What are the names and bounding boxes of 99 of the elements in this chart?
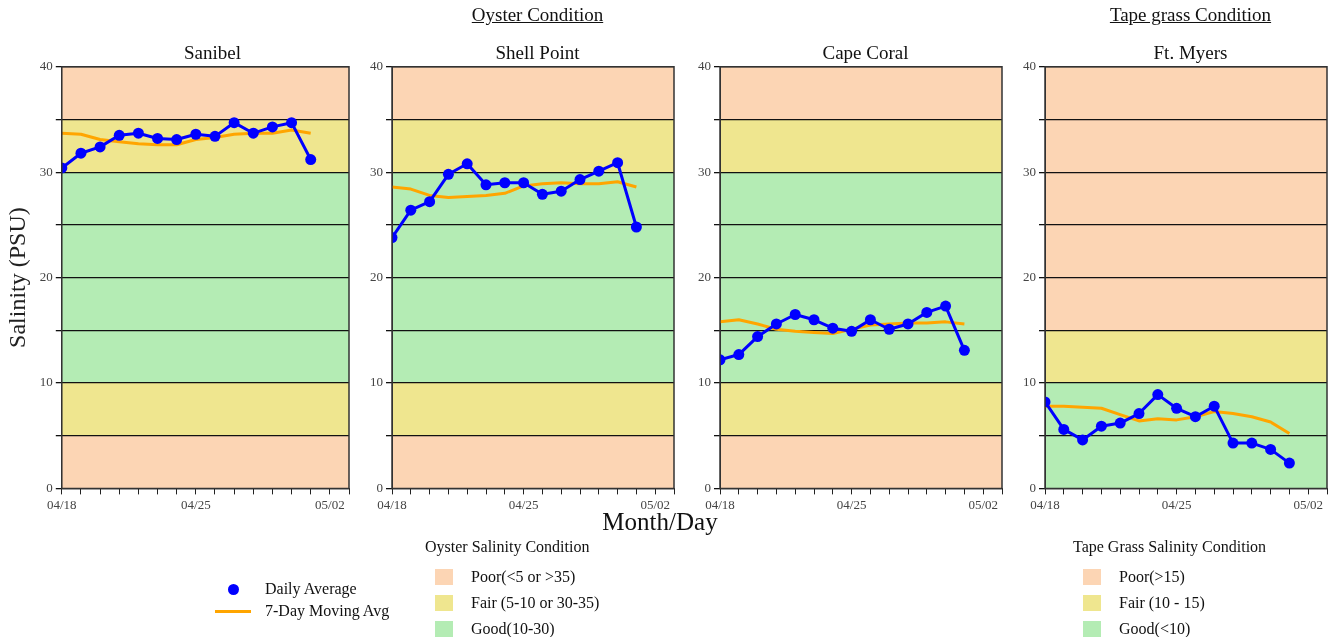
point — [1114, 417, 1126, 429]
point — [630, 221, 642, 233]
point — [1077, 434, 1089, 446]
y-tick-label: 30 — [698, 163, 711, 179]
point — [228, 117, 240, 129]
point — [1208, 400, 1220, 412]
point — [536, 188, 548, 200]
x-tick-label: 04/25 — [836, 496, 867, 512]
x-tick-label: 04/18 — [46, 496, 77, 512]
point — [461, 158, 473, 170]
point — [770, 318, 782, 330]
point — [574, 174, 586, 186]
point — [190, 128, 202, 140]
y-tick-label: 20 — [1023, 269, 1036, 285]
point — [612, 157, 624, 169]
point — [593, 165, 605, 177]
y-tick-label: 0 — [1029, 479, 1036, 495]
x-tick-label: 05/02 — [1293, 496, 1324, 512]
point — [75, 147, 87, 159]
x-tick-label: 04/18 — [377, 496, 407, 512]
y-tick-label: 30 — [370, 163, 383, 179]
point — [1058, 423, 1070, 435]
chart-subtitle: Sanibel — [183, 42, 242, 64]
y-tick-label: 20 — [698, 269, 711, 285]
point — [789, 308, 801, 320]
chart-title: Tape grass Condition — [1108, 4, 1273, 26]
y-tick-label: 20 — [370, 269, 383, 285]
chart-subtitle: Cape Coral — [821, 42, 910, 64]
point — [247, 127, 259, 139]
legend-label: Fair (10 - 15) — [1119, 594, 1205, 612]
y-tick-label: 40 — [370, 58, 383, 74]
point — [864, 314, 876, 326]
point — [808, 314, 820, 326]
legend-title: Oyster Salinity Condition — [425, 538, 591, 556]
legend-label: Good(10-30) — [471, 620, 555, 637]
point — [1189, 411, 1201, 423]
point — [1152, 389, 1164, 401]
point — [827, 322, 839, 334]
point — [305, 154, 317, 166]
point — [733, 349, 745, 361]
y-tick-label: 10 — [698, 374, 711, 390]
point — [499, 177, 511, 189]
point — [171, 134, 183, 146]
point — [940, 300, 952, 312]
point — [405, 204, 417, 216]
point — [883, 323, 895, 335]
legend-label: Fair (5-10 or 30-35) — [471, 594, 600, 612]
y-tick-label: 0 — [46, 479, 53, 495]
point — [94, 141, 106, 153]
y-tick-label: 40 — [698, 58, 711, 74]
point — [1227, 437, 1239, 449]
y-axis-title: Salinity (PSU) — [3, 207, 30, 348]
point — [1246, 437, 1258, 449]
y-tick-label: 0 — [376, 479, 383, 495]
y-tick-label: 10 — [39, 374, 53, 390]
point — [424, 196, 436, 208]
point — [846, 325, 858, 337]
point — [132, 127, 144, 139]
point — [266, 121, 278, 133]
legend-label: Poor(>15) — [1119, 568, 1185, 586]
legend-title: Tape Grass Salinity Condition — [1073, 538, 1267, 556]
point — [518, 177, 530, 189]
point — [902, 318, 914, 330]
x-tick-label: 04/25 — [508, 496, 539, 512]
y-tick-label: 0 — [704, 479, 711, 495]
point — [1283, 457, 1295, 469]
y-tick-label: 10 — [370, 374, 383, 390]
point — [442, 168, 454, 180]
legend-label: Poor(<5 or >35) — [471, 568, 576, 586]
point — [1095, 420, 1107, 432]
point — [113, 129, 125, 141]
legend-label: Good(<10) — [1119, 620, 1191, 637]
y-tick-label: 10 — [1023, 374, 1036, 390]
point — [286, 117, 298, 129]
chart-subtitle: Shell Point — [494, 42, 581, 64]
point — [209, 130, 221, 142]
x-tick-label: 05/02 — [968, 496, 999, 512]
x-tick-label: 05/02 — [315, 496, 345, 512]
point — [152, 132, 164, 144]
y-tick-label: 20 — [39, 269, 53, 285]
x-tick-label: 04/18 — [1030, 496, 1060, 512]
x-tick-label: 04/25 — [181, 496, 211, 512]
y-tick-label: 40 — [39, 58, 53, 74]
x-tick-label: 04/25 — [1161, 496, 1192, 512]
point — [752, 331, 764, 343]
y-tick-label: 30 — [1023, 163, 1036, 179]
y-tick-label: 30 — [39, 163, 53, 179]
chart-title: Oyster Condition — [470, 4, 605, 26]
point — [480, 179, 492, 191]
y-tick-label: 40 — [1023, 58, 1036, 74]
point — [1133, 408, 1145, 420]
point — [921, 306, 933, 318]
point — [1265, 443, 1277, 455]
point — [958, 344, 970, 356]
legend-label: 7-Day Moving Avg — [265, 602, 390, 620]
point — [555, 185, 567, 197]
legend-label: Daily Average — [265, 580, 357, 598]
chart-subtitle: Ft. Myers — [1152, 42, 1229, 64]
point — [1171, 402, 1183, 414]
